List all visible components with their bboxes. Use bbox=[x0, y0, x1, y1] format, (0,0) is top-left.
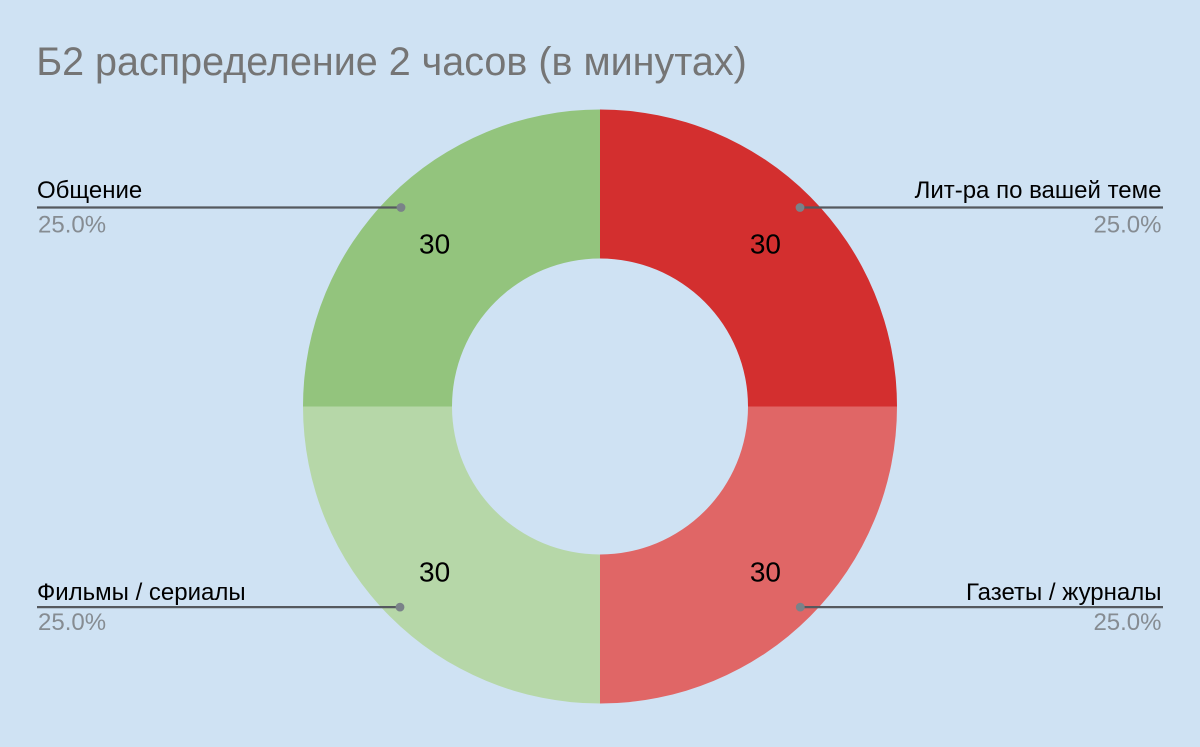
svg-text:25.0%: 25.0% bbox=[1093, 212, 1161, 239]
svg-text:30: 30 bbox=[750, 557, 781, 588]
svg-text:25.0%: 25.0% bbox=[1093, 609, 1161, 636]
svg-text:Б2 распределение 2 часов (в ми: Б2 распределение 2 часов (в минутах) bbox=[36, 40, 747, 84]
svg-text:30: 30 bbox=[419, 557, 450, 588]
svg-text:25.0%: 25.0% bbox=[38, 609, 106, 636]
svg-text:Общение: Общение bbox=[37, 177, 142, 204]
svg-text:Лит-ра по вашей теме: Лит-ра по вашей теме bbox=[915, 177, 1162, 204]
svg-text:30: 30 bbox=[419, 228, 450, 259]
svg-text:Газеты / журналы: Газеты / журналы bbox=[966, 579, 1162, 606]
svg-text:25.0%: 25.0% bbox=[38, 212, 106, 239]
svg-text:Фильмы / сериалы: Фильмы / сериалы bbox=[37, 579, 246, 606]
svg-text:30: 30 bbox=[750, 228, 781, 259]
